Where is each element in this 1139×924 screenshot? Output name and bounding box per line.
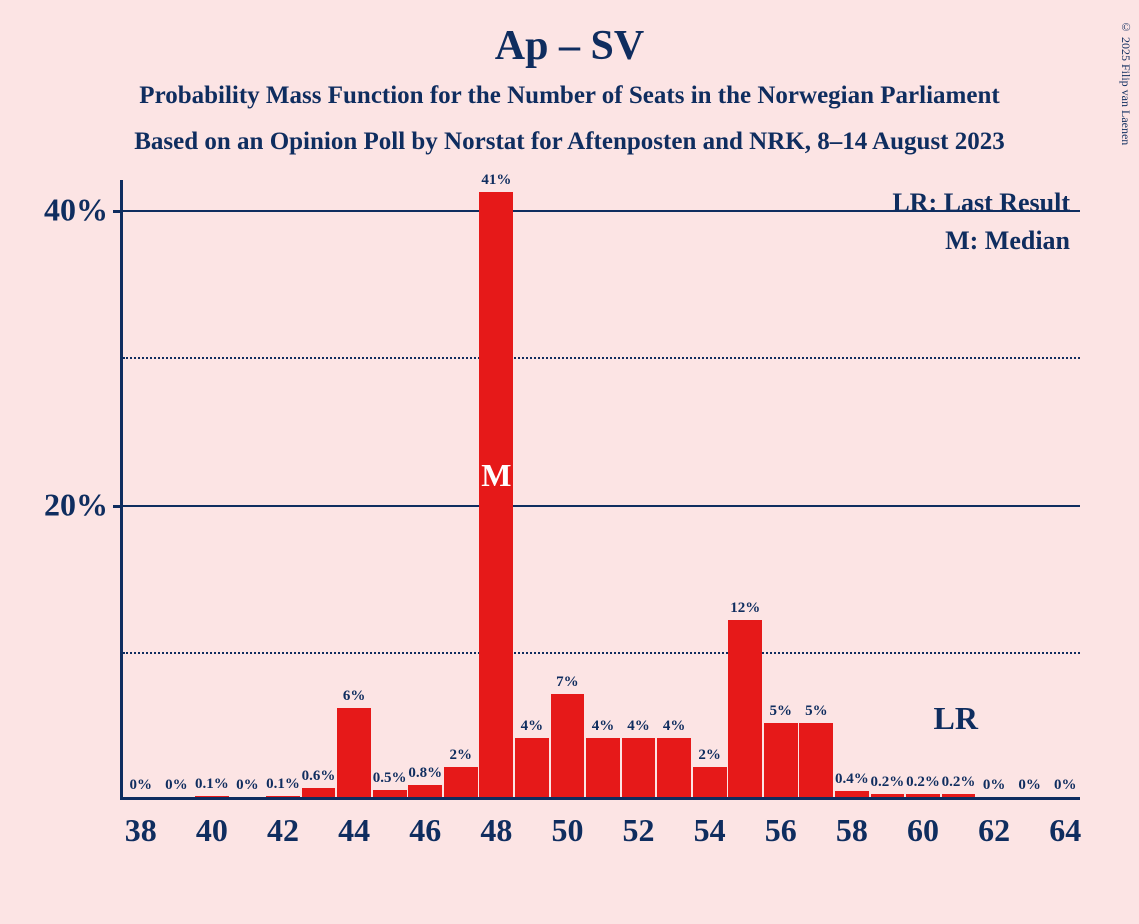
bar-label-55: 12%	[730, 600, 760, 620]
bar-46: 0.8%	[408, 785, 442, 797]
x-tick-label-58: 58	[836, 797, 868, 849]
chart-subtitle-1: Probability Mass Function for the Number…	[0, 82, 1139, 110]
bar-label-40: 0.1%	[195, 776, 229, 796]
y-tick-mark-20	[113, 505, 123, 508]
bar-56: 5%	[764, 723, 798, 797]
bar-label-59: 0.2%	[871, 774, 905, 794]
x-tick-label-52: 52	[623, 797, 655, 849]
bar-label-64: 0%	[1054, 777, 1077, 797]
bar-40: 0.1%	[195, 796, 229, 797]
bar-label-58: 0.4%	[835, 771, 869, 791]
bar-label-39: 0%	[165, 777, 188, 797]
gridline-10	[123, 652, 1080, 654]
bar-45: 0.5%	[373, 790, 407, 797]
bar-60: 0.2%	[906, 794, 940, 797]
bar-label-62: 0%	[983, 777, 1006, 797]
lr-marker: LR	[934, 700, 978, 737]
bar-59: 0.2%	[871, 794, 905, 797]
bar-label-61: 0.2%	[942, 774, 976, 794]
bar-57: 5%	[799, 723, 833, 797]
bar-label-56: 5%	[770, 703, 793, 723]
bar-53: 4%	[657, 738, 691, 797]
y-tick-mark-40	[113, 210, 123, 213]
bar-49: 4%	[515, 738, 549, 797]
x-tick-label-56: 56	[765, 797, 797, 849]
bar-label-57: 5%	[805, 703, 828, 723]
bar-label-52: 4%	[627, 718, 650, 738]
bar-label-41: 0%	[236, 777, 259, 797]
bar-43: 0.6%	[302, 788, 336, 797]
bar-label-46: 0.8%	[408, 765, 442, 785]
x-tick-label-64: 64	[1049, 797, 1081, 849]
x-tick-label-42: 42	[267, 797, 299, 849]
bar-label-60: 0.2%	[906, 774, 940, 794]
x-tick-label-60: 60	[907, 797, 939, 849]
copyright: © 2025 Filip van Laenen	[1118, 20, 1133, 145]
chart-subtitle-2: Based on an Opinion Poll by Norstat for …	[0, 128, 1139, 156]
legend-m: M: Median	[945, 226, 1070, 256]
x-tick-label-44: 44	[338, 797, 370, 849]
bar-label-42: 0.1%	[266, 776, 300, 796]
bar-label-54: 2%	[698, 747, 721, 767]
chart-title: Ap – SV	[0, 22, 1139, 70]
bar-label-45: 0.5%	[373, 770, 407, 790]
bar-label-48: 41%	[481, 172, 511, 192]
x-tick-label-50: 50	[551, 797, 583, 849]
bar-label-50: 7%	[556, 674, 579, 694]
bar-58: 0.4%	[835, 791, 869, 797]
bar-label-49: 4%	[521, 718, 544, 738]
bar-50: 7%	[551, 694, 585, 797]
bar-52: 4%	[622, 738, 656, 797]
bar-47: 2%	[444, 767, 478, 797]
x-tick-label-40: 40	[196, 797, 228, 849]
bar-44: 6%	[337, 708, 371, 797]
x-tick-label-46: 46	[409, 797, 441, 849]
bar-42: 0.1%	[266, 796, 300, 797]
bar-label-47: 2%	[450, 747, 473, 767]
x-tick-label-38: 38	[125, 797, 157, 849]
bar-label-43: 0.6%	[302, 768, 336, 788]
legend-lr: LR: Last Result	[892, 188, 1070, 218]
bar-label-63: 0%	[1018, 777, 1041, 797]
gridline-40	[123, 210, 1080, 212]
bar-55: 12%	[728, 620, 762, 797]
bar-label-51: 4%	[592, 718, 615, 738]
bar-51: 4%	[586, 738, 620, 797]
median-marker: M	[481, 457, 511, 494]
bar-61: 0.2%	[942, 794, 976, 797]
bar-48: 41%M	[479, 192, 513, 797]
x-tick-label-54: 54	[694, 797, 726, 849]
gridline-20	[123, 505, 1080, 507]
x-tick-label-62: 62	[978, 797, 1010, 849]
bar-label-38: 0%	[130, 777, 153, 797]
x-tick-label-48: 48	[480, 797, 512, 849]
bar-54: 2%	[693, 767, 727, 797]
y-tick-label-20: 20%	[44, 486, 123, 523]
plot-area: LR: Last Result M: Median 20%40%38404244…	[120, 180, 1080, 800]
bar-label-44: 6%	[343, 688, 366, 708]
gridline-30	[123, 357, 1080, 359]
y-tick-label-40: 40%	[44, 191, 123, 228]
bar-label-53: 4%	[663, 718, 686, 738]
chart-container: Ap – SV Probability Mass Function for th…	[0, 0, 1139, 924]
